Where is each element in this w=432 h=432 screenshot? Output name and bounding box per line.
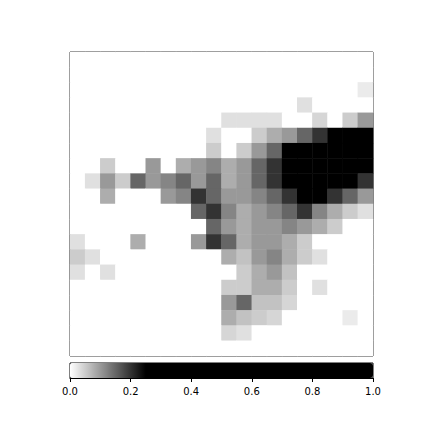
svg-text:0.4: 0.4 — [183, 386, 199, 397]
svg-text:0.8: 0.8 — [304, 386, 320, 397]
svg-text:0.0: 0.0 — [62, 386, 78, 397]
svg-text:0.6: 0.6 — [244, 386, 260, 397]
svg-text:0.2: 0.2 — [123, 386, 139, 397]
svg-text:1.0: 1.0 — [365, 386, 381, 397]
